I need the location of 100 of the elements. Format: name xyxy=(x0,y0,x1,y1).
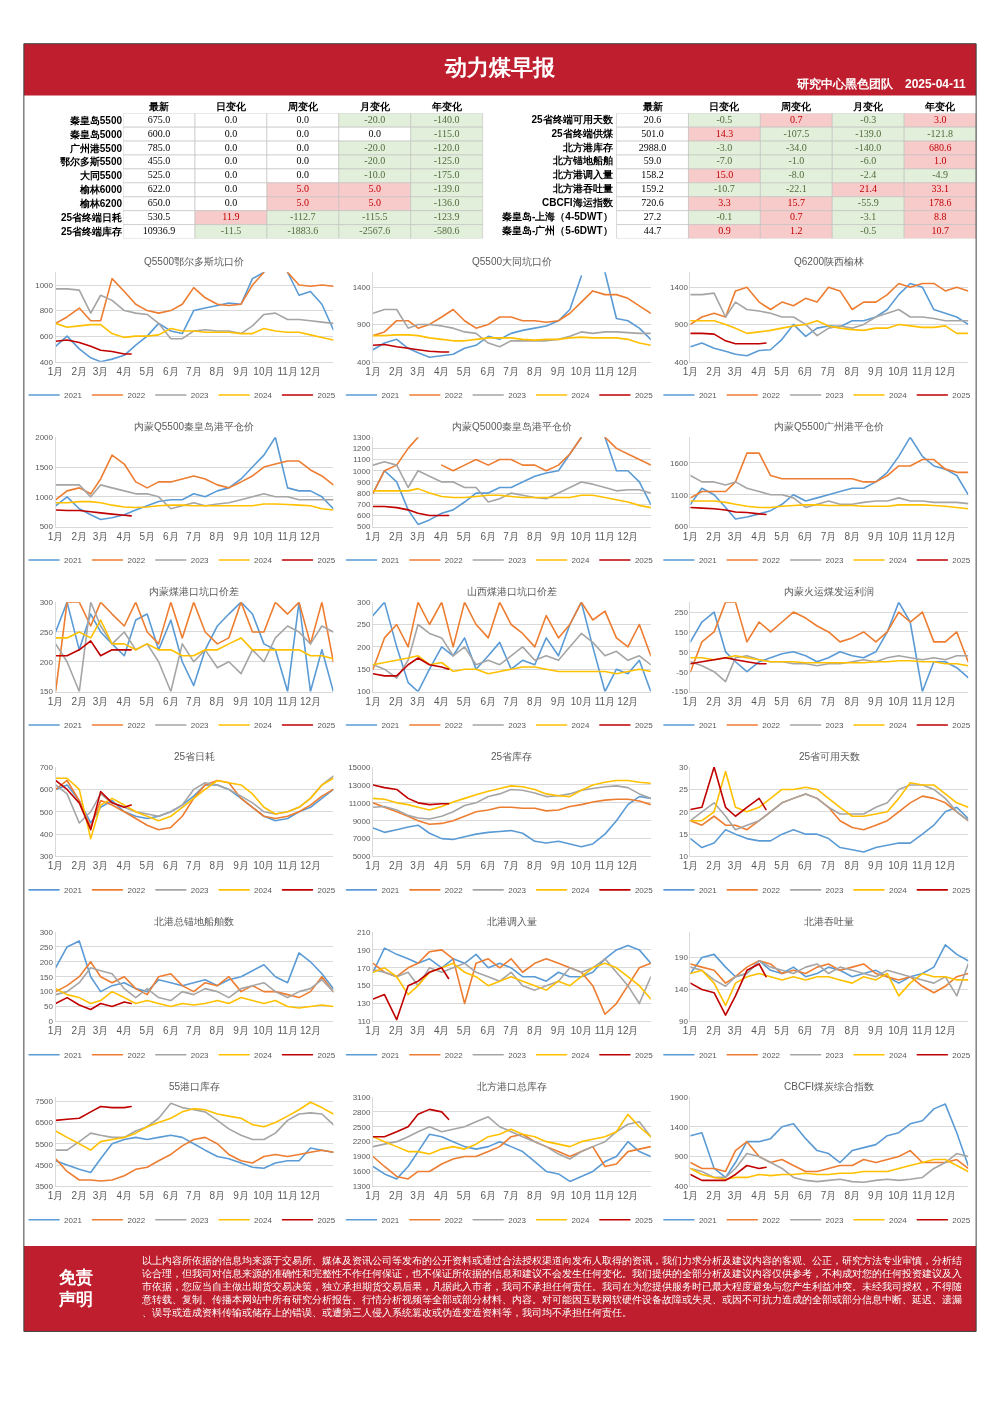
y-tick-label: 250 xyxy=(674,607,689,617)
y-tick-label: 150 xyxy=(674,627,689,637)
legend-label: 2023 xyxy=(508,556,527,566)
data-label: 0.0 xyxy=(296,169,310,181)
chart-title: 山西煤港口坑口价差 xyxy=(467,586,557,597)
y-tick-label: 3500 xyxy=(35,1182,54,1192)
x-tick-label: 12月 xyxy=(617,1190,639,1202)
y2-tick-label: 北方港调入量 xyxy=(551,169,613,181)
y-tick-label: 600 xyxy=(674,522,689,532)
line-series xyxy=(690,969,969,1007)
y-tick-label: 11000 xyxy=(348,798,371,808)
x-tick-label: 4月 xyxy=(116,695,133,707)
line-series xyxy=(690,1140,969,1173)
x-tick-label: 12月 xyxy=(299,860,322,872)
x-tick-label: 2月 xyxy=(706,365,722,377)
x-tick-label: 7月 xyxy=(503,695,519,707)
legend-label: 2025 xyxy=(952,1050,971,1060)
line-series xyxy=(690,963,767,1016)
x-tick-label: 5月 xyxy=(774,530,790,542)
y-tick-label: 25省终端日耗 xyxy=(60,212,123,224)
data-label: 0.0 xyxy=(224,141,238,153)
x-tick-label: 2月 xyxy=(706,1025,722,1037)
x-tick-label: 6月 xyxy=(163,860,179,872)
y-tick-label: 50 xyxy=(44,1002,54,1012)
y-tick-label: 5500 xyxy=(35,1139,54,1149)
legend-label: 2024 xyxy=(254,885,273,895)
y-tick-label: 1400 xyxy=(670,1122,689,1132)
data-label: 27.2 xyxy=(643,211,662,223)
legend-label: 2021 xyxy=(381,885,400,895)
x-tick-label: 6月 xyxy=(163,695,179,707)
x-tick-label: 11月 xyxy=(912,365,933,377)
x-tick-label: 6月 xyxy=(480,530,497,542)
data-label: 525.0 xyxy=(147,169,171,181)
x-tick-label: 6月 xyxy=(480,860,497,872)
y-tick-label: 榆林6000 xyxy=(78,184,123,196)
legend-label: 2025 xyxy=(317,556,336,566)
data-label: -7.0 xyxy=(716,155,733,167)
chart-title: 内蒙火运煤发运利润 xyxy=(784,586,874,597)
y-tick-label: 600 xyxy=(39,331,54,341)
legend-label: 2022 xyxy=(444,721,464,731)
x-tick-label: 10月 xyxy=(570,365,592,377)
x-tick-label: 5月 xyxy=(456,530,473,542)
data-label: 11.9 xyxy=(222,211,240,223)
x-tick-label: 5月 xyxy=(774,1025,790,1037)
legend-label: 2024 xyxy=(571,1050,590,1060)
x-tick-label: 12月 xyxy=(617,860,639,872)
y-tick-label: 25 xyxy=(678,785,689,795)
line-series xyxy=(690,943,969,984)
data-label: 8.8 xyxy=(933,211,947,223)
x-tick-label: 6月 xyxy=(797,860,814,872)
data-label: 14.3 xyxy=(715,127,734,139)
x-tick-label: 10月 xyxy=(888,860,910,872)
y-tick-label: 130 xyxy=(357,999,371,1009)
line-series xyxy=(373,460,651,503)
y-tick-label: 1400 xyxy=(670,282,689,292)
x-tick-label: 9月 xyxy=(550,530,567,542)
data-label: 5.0 xyxy=(368,197,382,209)
x-tick-label: 7月 xyxy=(820,695,837,707)
data-label: -11.5 xyxy=(220,225,242,237)
x-tick-label: 1月 xyxy=(47,365,64,377)
data-label: -125.0 xyxy=(433,155,460,167)
data-label: -4.9 xyxy=(932,169,949,181)
line-series xyxy=(373,334,651,347)
x-tick-label: 8月 xyxy=(527,1190,543,1202)
line-series xyxy=(690,1103,969,1179)
data-label: -0.1 xyxy=(716,211,733,223)
y-tick-label: 300 xyxy=(39,597,54,607)
x-tick-label: 2月 xyxy=(388,530,405,542)
x-tick-label: 4月 xyxy=(433,1025,450,1037)
x-tick-label: 1月 xyxy=(365,860,381,872)
line-series xyxy=(55,619,334,660)
x-tick-label: 7月 xyxy=(820,530,837,542)
data-label: -0.5 xyxy=(860,225,877,237)
data-label: 10.7 xyxy=(931,225,949,237)
x-tick-label: 9月 xyxy=(233,365,249,377)
y-tick-label: 200 xyxy=(39,957,54,967)
x-tick-label: 1月 xyxy=(47,530,64,542)
line-series xyxy=(690,770,969,822)
y-tick-label: -50 xyxy=(676,667,689,677)
chart-title: 内蒙Q5500广州港平仓价 xyxy=(774,421,885,432)
x-tick-label: 11月 xyxy=(912,860,933,872)
line-series xyxy=(373,944,651,982)
y-tick-label: 秦皇岛5500 xyxy=(69,114,123,126)
x-tick-label: 4月 xyxy=(116,530,133,542)
y-tick-label: 20 xyxy=(678,807,689,817)
legend-label: 2025 xyxy=(952,885,971,895)
data-label: -139.0 xyxy=(433,183,460,195)
line-series xyxy=(690,282,969,326)
x-tick-label: 7月 xyxy=(503,860,519,872)
y-tick-label: 30 xyxy=(678,762,689,772)
x-tick-label: 11月 xyxy=(594,365,616,377)
data-label: -107.5 xyxy=(783,127,810,139)
x-tick-label: 1月 xyxy=(365,530,381,542)
x-tick-label: 4月 xyxy=(116,860,133,872)
x-tick-label: 8月 xyxy=(844,695,860,707)
x-tick-label: 9月 xyxy=(868,1190,884,1202)
line-series xyxy=(373,308,651,348)
x-tick-label: 2月 xyxy=(71,860,88,872)
line-series xyxy=(373,795,651,848)
y2-tick-label: 25省终端可用天数 xyxy=(531,113,614,125)
